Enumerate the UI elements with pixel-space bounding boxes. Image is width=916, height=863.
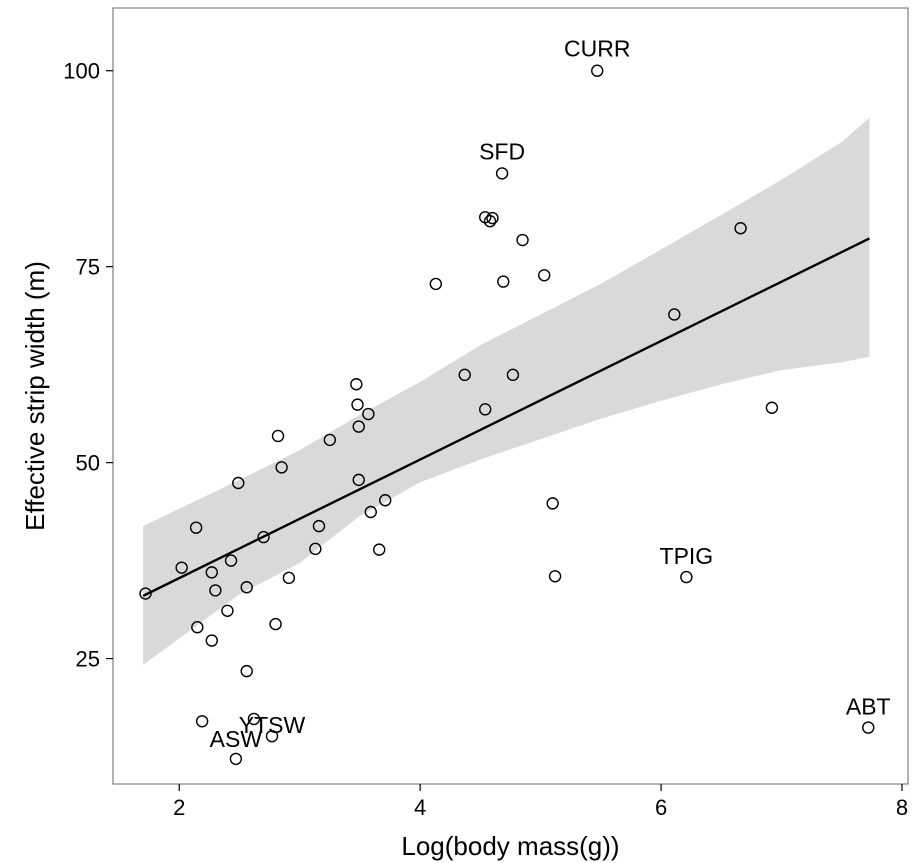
data-point (362, 407, 375, 421)
data-point (229, 752, 243, 766)
data-point (352, 473, 365, 487)
data-point (379, 494, 392, 507)
data-point (497, 275, 510, 288)
plot-frame (112, 7, 909, 785)
data-point (486, 211, 499, 225)
data-point (546, 497, 559, 510)
data-point (350, 378, 363, 391)
data-point (275, 461, 288, 474)
data-point (668, 308, 681, 321)
data-point (734, 222, 747, 235)
point-label: TPIG (660, 543, 714, 569)
data-point (271, 429, 285, 443)
data-point (282, 571, 296, 585)
data-point (495, 167, 509, 180)
data-point (240, 581, 253, 594)
data-point (506, 368, 520, 382)
data-point (538, 269, 551, 282)
x-tick-label: 2 (173, 795, 185, 820)
data-point (680, 570, 693, 584)
data-point (240, 664, 253, 678)
data-point (351, 398, 364, 411)
points-layer (139, 64, 875, 766)
data-point (862, 721, 875, 734)
data-point (221, 604, 234, 617)
data-point (458, 368, 471, 382)
regression-line (142, 237, 870, 597)
data-point (479, 403, 492, 416)
y-tick-label: 25 (76, 647, 100, 672)
data-point (323, 433, 337, 447)
data-point (309, 542, 322, 556)
point-label: SFD (479, 138, 525, 164)
data-point (175, 561, 188, 574)
x-axis-title: Log(body mass(g)) (401, 831, 619, 861)
data-point (364, 505, 377, 519)
data-point (591, 64, 604, 77)
data-point (373, 543, 386, 556)
confidence-band (143, 117, 870, 665)
y-tick-label: 50 (76, 451, 100, 476)
data-point (352, 420, 365, 433)
y-tick-label: 75 (76, 255, 100, 280)
confidence-band-layer (143, 117, 870, 665)
data-point (483, 215, 497, 228)
data-point (209, 584, 222, 597)
point-label: ABT (846, 694, 891, 720)
data-point (224, 554, 238, 567)
x-tick-label: 8 (896, 795, 908, 820)
point-label: CURR (564, 36, 630, 62)
data-point (205, 634, 218, 647)
data-point (191, 621, 204, 634)
data-point (548, 570, 562, 583)
y-tick-label: 100 (63, 59, 100, 84)
data-point (247, 712, 261, 726)
point-label: ASW (210, 726, 263, 752)
data-point (189, 521, 203, 534)
point-label: YTSW (239, 712, 306, 738)
data-point (429, 277, 443, 291)
data-point (195, 715, 209, 728)
fit-line-layer (142, 237, 870, 597)
data-point (312, 519, 326, 533)
x-tick-label: 4 (414, 795, 426, 820)
data-point (232, 476, 245, 490)
data-point (765, 401, 779, 414)
data-point (265, 729, 279, 743)
data-point (516, 233, 529, 247)
data-point (139, 587, 152, 600)
y-axis-title: Effective strip width (m) (20, 261, 50, 531)
data-point (205, 566, 218, 579)
axis-ticks-layer: 2 4 6 8 25 50 75 100 (63, 59, 908, 820)
x-tick-label: 6 (655, 795, 667, 820)
data-point (257, 530, 270, 544)
data-point (269, 617, 282, 631)
